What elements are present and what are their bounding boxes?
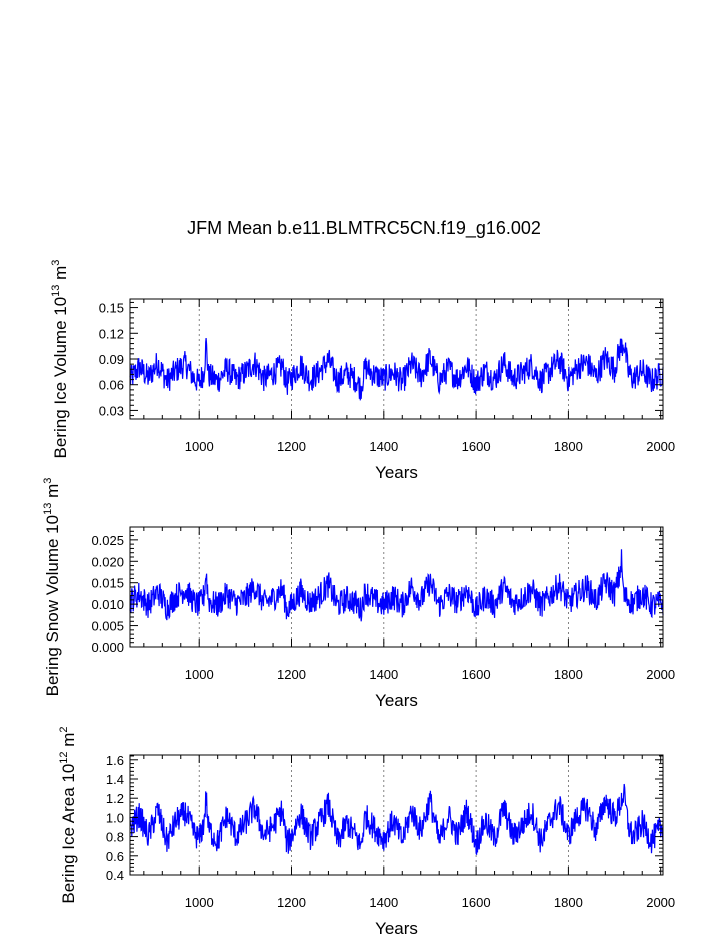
ytick-label-3-4: 1.2 — [106, 791, 124, 806]
y-axis-title-3: Bering Ice Area 1012 m2 — [58, 726, 78, 903]
panel-3: 0.4 0.6 0.8 1.0 1.2 1.4 1.6 1000 1200 1400 1600 180… — [58, 726, 675, 935]
series-line-1 — [129, 338, 664, 401]
xtick-label-1-3: 1600 — [462, 439, 491, 454]
ytick-label-2-5: 0.025 — [91, 533, 124, 548]
x-axis-title-2: Years — [375, 691, 418, 710]
ytick-label-3-2: 0.8 — [106, 830, 124, 845]
xtick-label-1-1: 1200 — [277, 439, 306, 454]
xtick-label-2-3: 1600 — [462, 667, 491, 682]
xtick-label-3-2: 1400 — [369, 895, 398, 910]
xtick-label-2-1: 1200 — [277, 667, 306, 682]
ytick-label-2-1: 0.005 — [91, 619, 124, 634]
ytick-label-1-0: 0.03 — [99, 403, 124, 418]
ytick-label-3-3: 1.0 — [106, 810, 124, 825]
ytick-label-2-0: 0.000 — [91, 640, 124, 655]
ytick-label-2-2: 0.010 — [91, 597, 124, 612]
ytick-label-2-3: 0.015 — [91, 576, 124, 591]
xtick-label-3-0: 1000 — [185, 895, 214, 910]
xtick-label-3-3: 1600 — [462, 895, 491, 910]
series-line-2 — [129, 549, 664, 622]
panel-1: 0.03 0.06 0.09 0.12 0.15 1000 1200 1400 1600 1800… — [50, 260, 675, 482]
ytick-label-1-2: 0.09 — [99, 352, 124, 367]
y-axis-title-1: Bering Ice Volume 1013 m3 — [50, 260, 70, 459]
y-axis-title-2: Bering Snow Volume 1013 m3 — [42, 478, 62, 697]
xtick-label-2-0: 1000 — [185, 667, 214, 682]
panels-group: 0.03 0.06 0.09 0.12 0.15 1000 1200 1400 1600 1800… — [42, 260, 675, 935]
chart-title: JFM Mean b.e11.BLMTRC5CN.f19_g16.002 — [187, 218, 541, 239]
x-axis-title-1: Years — [375, 463, 418, 482]
xtick-label-1-5: 2000 — [646, 439, 675, 454]
ytick-label-3-5: 1.4 — [106, 772, 124, 787]
x-axis-title-3: Years — [375, 919, 418, 935]
xtick-label-2-4: 1800 — [554, 667, 583, 682]
xtick-label-3-5: 2000 — [646, 895, 675, 910]
panel-2: 0.000 0.005 0.010 0.015 0.020 0.025 1000 1200 14… — [42, 478, 675, 710]
plot-frame-3 — [129, 754, 664, 876]
ytick-label-3-6: 1.6 — [106, 753, 124, 768]
ytick-label-2-4: 0.020 — [91, 554, 124, 569]
xtick-label-2-2: 1400 — [369, 667, 398, 682]
xtick-label-2-5: 2000 — [646, 667, 675, 682]
series-line-3 — [129, 783, 664, 855]
xtick-label-1-0: 1000 — [185, 439, 214, 454]
ytick-label-3-1: 0.6 — [106, 849, 124, 864]
ytick-label-1-3: 0.12 — [99, 326, 124, 341]
xtick-label-3-1: 1200 — [277, 895, 306, 910]
ytick-label-1-4: 0.15 — [99, 301, 124, 316]
ytick-label-3-0: 0.4 — [106, 868, 124, 883]
xtick-label-1-4: 1800 — [554, 439, 583, 454]
ytick-label-1-1: 0.06 — [99, 378, 124, 393]
xtick-label-3-4: 1800 — [554, 895, 583, 910]
xtick-label-1-2: 1400 — [369, 439, 398, 454]
